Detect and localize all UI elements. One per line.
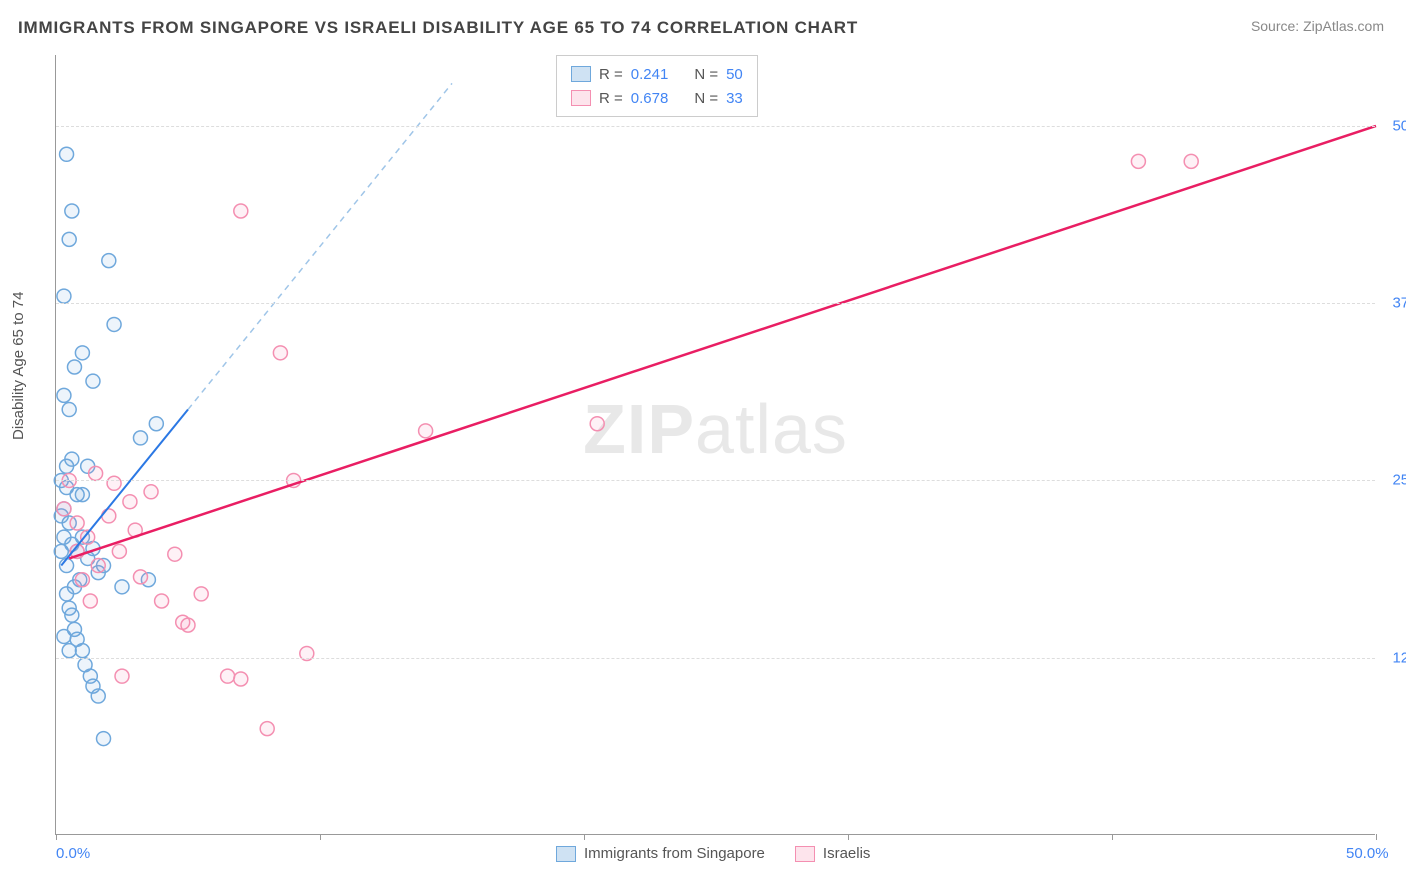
- legend-n-value-0: 50: [726, 66, 743, 83]
- grid-line: [56, 303, 1375, 304]
- scatter-point: [102, 254, 116, 268]
- scatter-point: [57, 502, 71, 516]
- series-legend: Immigrants from Singapore Israelis: [556, 845, 870, 862]
- trend-line: [69, 126, 1376, 559]
- scatter-point: [1184, 154, 1198, 168]
- scatter-point: [62, 232, 76, 246]
- plot-svg: [56, 55, 1375, 834]
- legend-swatch-0: [571, 66, 591, 82]
- scatter-point: [194, 587, 208, 601]
- scatter-point: [273, 346, 287, 360]
- source-label: Source: ZipAtlas.com: [1251, 18, 1384, 34]
- scatter-point: [115, 669, 129, 683]
- scatter-point: [57, 289, 71, 303]
- scatter-point: [91, 559, 105, 573]
- x-tick-mark: [848, 834, 849, 840]
- legend-swatch-1: [571, 90, 591, 106]
- grid-line: [56, 658, 1375, 659]
- scatter-point: [107, 317, 121, 331]
- scatter-point: [75, 488, 89, 502]
- scatter-point: [91, 689, 105, 703]
- scatter-point: [57, 629, 71, 643]
- legend-row-1: R = 0.678 N = 33: [571, 86, 743, 110]
- x-tick-mark: [56, 834, 57, 840]
- scatter-point: [62, 644, 76, 658]
- scatter-point: [133, 431, 147, 445]
- scatter-point: [70, 516, 84, 530]
- legend-r-label-1: R =: [599, 90, 623, 107]
- scatter-point: [75, 644, 89, 658]
- source-name: ZipAtlas.com: [1303, 18, 1384, 34]
- scatter-point: [83, 594, 97, 608]
- scatter-point: [75, 573, 89, 587]
- y-tick-label: 50.0%: [1392, 117, 1406, 134]
- scatter-point: [86, 374, 100, 388]
- plot-area: ZIPatlas R = 0.241 N = 50 R = 0.678 N = …: [55, 55, 1375, 835]
- scatter-point: [221, 669, 235, 683]
- x-tick-label: 0.0%: [56, 845, 90, 862]
- scatter-point: [67, 360, 81, 374]
- scatter-point: [60, 147, 74, 161]
- scatter-point: [89, 466, 103, 480]
- scatter-point: [1131, 154, 1145, 168]
- scatter-point: [234, 672, 248, 686]
- x-tick-mark: [584, 834, 585, 840]
- scatter-point: [65, 608, 79, 622]
- series-legend-item-0: Immigrants from Singapore: [556, 845, 765, 862]
- y-tick-label: 37.5%: [1392, 295, 1406, 312]
- series-swatch-0: [556, 846, 576, 862]
- scatter-point: [62, 403, 76, 417]
- x-tick-mark: [1112, 834, 1113, 840]
- scatter-point: [65, 452, 79, 466]
- scatter-point: [260, 722, 274, 736]
- scatter-point: [115, 580, 129, 594]
- chart-container: IMMIGRANTS FROM SINGAPORE VS ISRAELI DIS…: [0, 0, 1406, 892]
- scatter-point: [102, 509, 116, 523]
- legend-r-label-0: R =: [599, 66, 623, 83]
- scatter-point: [144, 485, 158, 499]
- legend-n-label-0: N =: [694, 66, 718, 83]
- trend-line-extrapolated: [188, 83, 452, 409]
- legend-n-label-1: N =: [694, 90, 718, 107]
- x-tick-label: 50.0%: [1346, 845, 1389, 862]
- series-swatch-1: [795, 846, 815, 862]
- y-tick-label: 25.0%: [1392, 472, 1406, 489]
- scatter-point: [176, 615, 190, 629]
- scatter-point: [590, 417, 604, 431]
- legend-r-value-0: 0.241: [631, 66, 669, 83]
- scatter-point: [112, 544, 126, 558]
- legend-n-value-1: 33: [726, 90, 743, 107]
- scatter-point: [107, 476, 121, 490]
- scatter-point: [419, 424, 433, 438]
- scatter-point: [168, 547, 182, 561]
- scatter-point: [149, 417, 163, 431]
- legend-row-0: R = 0.241 N = 50: [571, 62, 743, 86]
- scatter-point: [133, 570, 147, 584]
- source-prefix: Source:: [1251, 18, 1303, 34]
- scatter-point: [97, 732, 111, 746]
- series-label-1: Israelis: [823, 845, 871, 862]
- scatter-point: [75, 346, 89, 360]
- grid-line: [56, 126, 1375, 127]
- scatter-point: [57, 388, 71, 402]
- scatter-point: [234, 204, 248, 218]
- series-label-0: Immigrants from Singapore: [584, 845, 765, 862]
- scatter-point: [123, 495, 137, 509]
- correlation-legend: R = 0.241 N = 50 R = 0.678 N = 33: [556, 55, 758, 117]
- legend-r-value-1: 0.678: [631, 90, 669, 107]
- series-legend-item-1: Israelis: [795, 845, 871, 862]
- grid-line: [56, 480, 1375, 481]
- chart-title: IMMIGRANTS FROM SINGAPORE VS ISRAELI DIS…: [18, 18, 858, 38]
- y-tick-label: 12.5%: [1392, 649, 1406, 666]
- scatter-point: [65, 204, 79, 218]
- scatter-point: [155, 594, 169, 608]
- x-tick-mark: [320, 834, 321, 840]
- y-axis-label: Disability Age 65 to 74: [10, 292, 27, 440]
- x-tick-mark: [1376, 834, 1377, 840]
